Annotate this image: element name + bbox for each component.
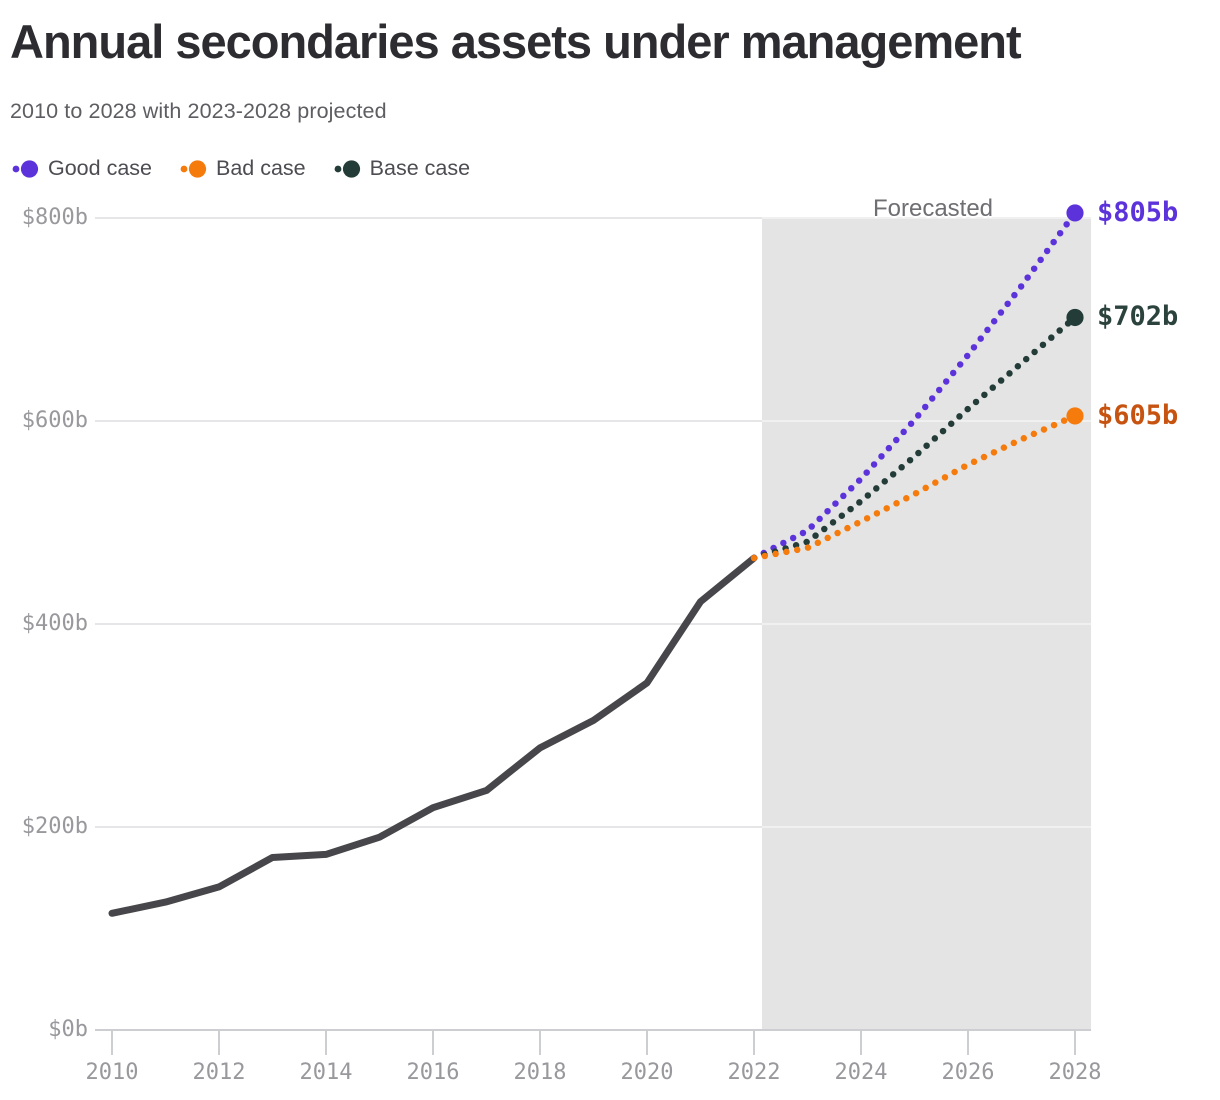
historical-line (108, 554, 758, 917)
legend-label: Base case (369, 156, 471, 180)
x-axis-label: 2014 (299, 1060, 353, 1085)
endpoint-dot-base-case (1066, 308, 1084, 327)
end-label-good-case: $805b (1097, 196, 1179, 228)
legend-label: Bad case (215, 156, 306, 180)
legend: Good case Bad case Base case (12, 156, 470, 181)
y-axis-label: $0b (48, 1017, 88, 1042)
page-title: Annual secondaries assets under manageme… (10, 15, 1022, 68)
endpoint-dot-bad-case (1066, 407, 1084, 425)
legend-label: Good case (48, 156, 152, 180)
x-axis-label: 2016 (406, 1060, 460, 1085)
forecast-region-label: Forecasted (872, 195, 994, 222)
forecast-series-bad-case (750, 412, 1079, 562)
legend-item-good-case: Good case (12, 156, 152, 181)
x-axis-label: 2010 (85, 1060, 139, 1085)
end-label-bad-case: $605b (1097, 399, 1179, 431)
forecast-series-base-case (750, 314, 1079, 562)
x-axis-label: 2012 (192, 1060, 246, 1085)
dotted-line-marker-icon (334, 159, 360, 178)
x-axis-label: 2018 (513, 1060, 567, 1085)
dotted-line-marker-icon (12, 159, 39, 178)
legend-item-base-case: Base case (334, 156, 470, 181)
x-axis-label: 2020 (620, 1060, 674, 1085)
endpoint-dot-good-case (1066, 204, 1084, 222)
x-axis-label: 2026 (941, 1060, 995, 1085)
x-axis-label: 2022 (727, 1060, 781, 1085)
y-axis-label: $400b (21, 611, 88, 636)
y-axis-label: $600b (21, 408, 88, 433)
end-label-base-case: $702b (1097, 301, 1179, 333)
x-axis-label: 2028 (1048, 1060, 1102, 1085)
y-axis-label: $800b (21, 205, 88, 230)
forecast-series-good-case (750, 209, 1079, 562)
legend-item-bad-case: Bad case (180, 156, 306, 181)
x-axis-label: 2024 (834, 1060, 888, 1085)
y-axis-label: $200b (21, 814, 88, 839)
page-subtitle: 2010 to 2028 with 2023-2028 projected (10, 99, 387, 123)
dotted-line-marker-icon (180, 159, 207, 178)
